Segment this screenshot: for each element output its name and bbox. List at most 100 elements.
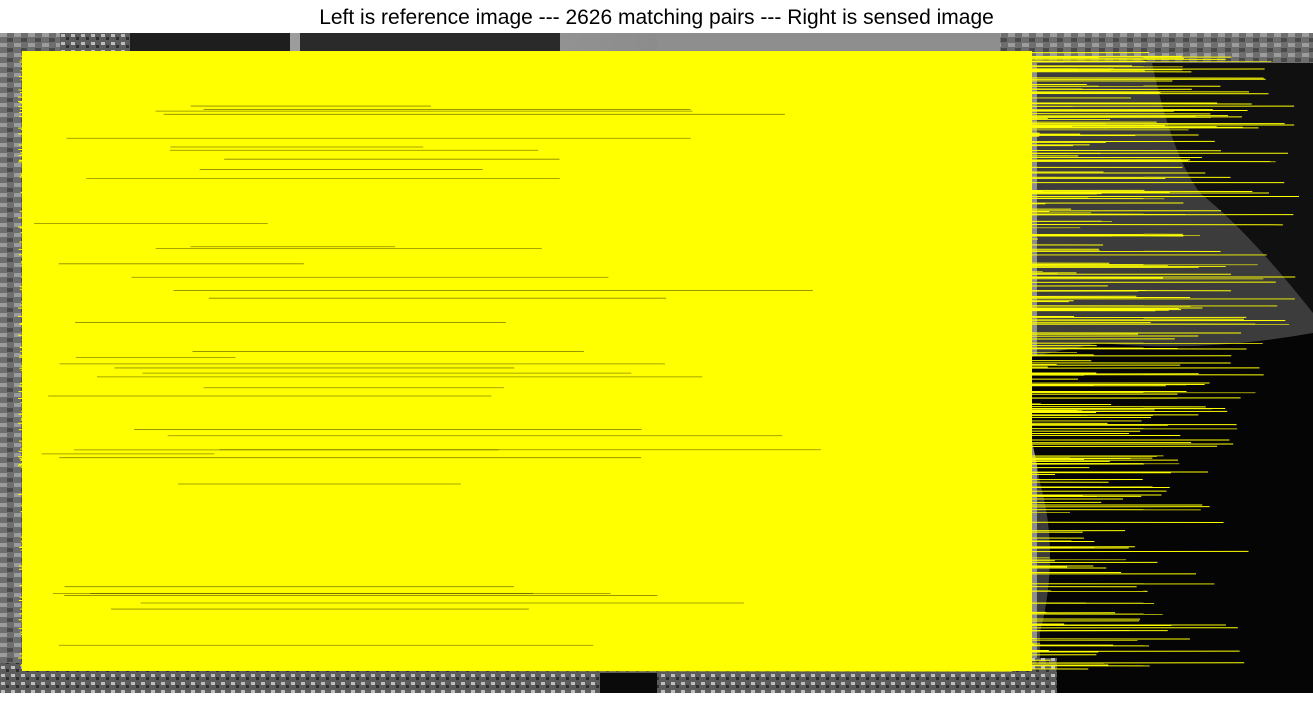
- match-line: [18, 148, 1221, 152]
- match-line: [30, 72, 946, 74]
- match-line: [23, 471, 1171, 474]
- match-line: [30, 473, 1055, 476]
- match-line: [21, 632, 950, 635]
- match-line: [22, 669, 1012, 672]
- match-line: [25, 589, 1148, 592]
- match-line: [20, 226, 964, 229]
- match-line: [26, 612, 1034, 614]
- match-line: [18, 397, 1241, 400]
- match-line: [30, 81, 1014, 84]
- match-line: [33, 156, 1202, 159]
- match-line: [37, 459, 1179, 462]
- match-line: [23, 352, 957, 356]
- match-line: [25, 498, 1124, 501]
- match-line: [33, 296, 1002, 299]
- match-line: [36, 227, 1029, 230]
- match-line: [36, 621, 957, 624]
- match-line: [34, 164, 1017, 166]
- match-line: [18, 333, 1139, 336]
- match-line: [27, 159, 1191, 162]
- match-line: [18, 96, 1132, 99]
- match-line: [25, 442, 1192, 445]
- match-line: [30, 494, 1083, 497]
- figure-title: Left is reference image --- 2626 matchin…: [319, 6, 994, 29]
- match-line: [25, 635, 1004, 638]
- match-line: [26, 491, 987, 494]
- match-line: [35, 266, 1199, 269]
- match-line: [20, 385, 1166, 387]
- match-line: [28, 192, 1102, 195]
- match-line: [32, 212, 926, 215]
- match-line: [21, 338, 1175, 341]
- match-line: [36, 405, 1206, 408]
- match-line: [20, 536, 1084, 539]
- match-line: [28, 325, 932, 328]
- match-line: [35, 126, 1243, 129]
- match-line: [33, 416, 1151, 419]
- match-line: [19, 61, 938, 64]
- match-line: [37, 605, 906, 608]
- match-line: [18, 422, 965, 425]
- match-line: [27, 84, 1221, 87]
- match-line: [25, 201, 1046, 205]
- match-line: [33, 197, 1165, 200]
- match-line: [18, 216, 966, 219]
- match-line: [23, 659, 1051, 662]
- match-line: [21, 504, 944, 507]
- match-line: [20, 174, 972, 176]
- match-line: [29, 294, 1033, 297]
- match-line: [33, 539, 955, 542]
- match-lines-fill: [22, 51, 1032, 671]
- match-line: [20, 322, 1151, 324]
- match-line: [27, 171, 916, 174]
- match-line: [27, 159, 1189, 163]
- match-line: [21, 530, 1126, 533]
- match-line: [32, 495, 1142, 497]
- match-line: [23, 68, 1079, 71]
- match-line: [18, 100, 1026, 103]
- match-line: [28, 636, 1036, 639]
- image-panel: [0, 33, 1313, 693]
- match-line: [34, 64, 1024, 67]
- match-line: [18, 567, 996, 570]
- match-line: [18, 105, 1295, 108]
- match-line: [29, 272, 1077, 275]
- match-line: [20, 364, 1181, 367]
- match-line: [21, 331, 1242, 334]
- match-line: [19, 111, 1211, 115]
- match-line: [22, 290, 1139, 293]
- match-line: [31, 507, 944, 510]
- match-line: [32, 208, 1072, 211]
- match-line: [37, 582, 1215, 585]
- match-line: [18, 161, 906, 164]
- match-line: [25, 89, 993, 92]
- match-line: [35, 457, 974, 460]
- match-line: [33, 391, 1256, 394]
- match-line: [22, 648, 1049, 651]
- match-line: [24, 534, 1007, 537]
- match-line: [24, 194, 952, 197]
- match-line: [25, 268, 932, 271]
- match-line: [33, 561, 1158, 564]
- match-line: [27, 421, 1108, 424]
- match-line: [33, 144, 952, 147]
- match-line: [20, 346, 1178, 349]
- match-line: [37, 115, 1196, 118]
- match-line: [29, 446, 909, 449]
- match-line: [34, 642, 1041, 645]
- match-line: [19, 596, 937, 598]
- match-line: [36, 367, 1260, 370]
- match-line: [24, 132, 1040, 136]
- match-line: [22, 151, 1101, 154]
- match-line: [30, 407, 1213, 410]
- match-line: [21, 480, 1109, 483]
- match-line: [28, 269, 1043, 272]
- match-line: [29, 488, 923, 491]
- match-line: [22, 200, 1017, 202]
- match-line: [35, 57, 1099, 60]
- match-line: [22, 478, 1143, 482]
- match-line: [35, 117, 1048, 119]
- match-line: [21, 416, 1002, 419]
- match-line: [21, 664, 1150, 667]
- match-line: [34, 335, 1199, 338]
